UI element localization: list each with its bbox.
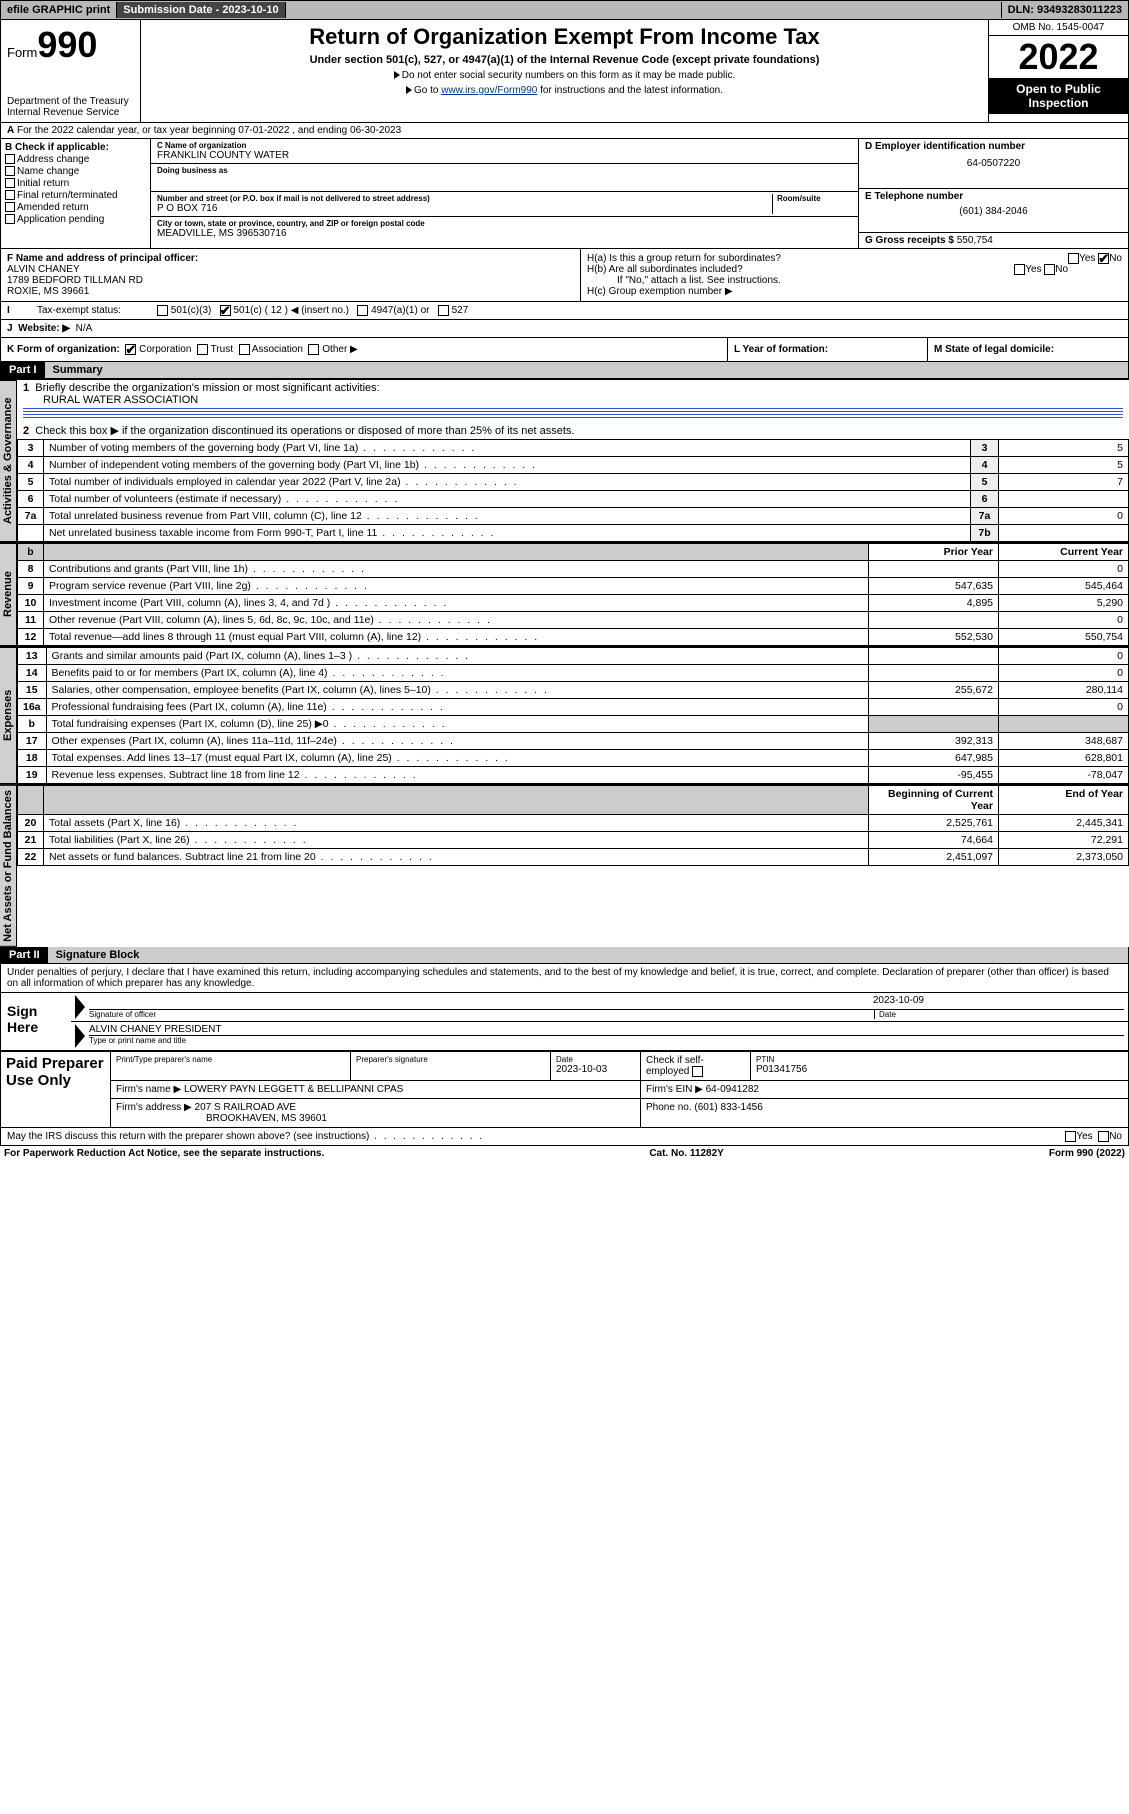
box-c: C Name of organization FRANKLIN COUNTY W… [151, 139, 858, 248]
tab-activities-governance: Activities & Governance [0, 380, 17, 542]
h-c: H(c) Group exemption number ▶ [587, 286, 1122, 297]
officer-printed-name: ALVIN CHANEY PRESIDENT [89, 1024, 1124, 1035]
ptin: P01341756 [756, 1064, 1123, 1075]
page-footer: For Paperwork Reduction Act Notice, see … [0, 1146, 1129, 1161]
tab-revenue: Revenue [0, 543, 17, 646]
corp-checked [125, 344, 136, 355]
h-a: H(a) Is this a group return for subordin… [587, 253, 1122, 264]
form-title: Return of Organization Exempt From Incom… [149, 24, 980, 50]
form-header: Form990 Department of the Treasury Inter… [0, 20, 1129, 123]
chk-final-return[interactable] [5, 190, 15, 200]
tab-net-assets: Net Assets or Fund Balances [0, 785, 17, 947]
preparer-phone: (601) 833-1456 [694, 1102, 762, 1113]
efile-label[interactable]: efile GRAPHIC print [1, 2, 117, 18]
sign-arrow-icon-2 [75, 1024, 85, 1048]
part2-header: Part II Signature Block [0, 947, 1129, 964]
boxes-d-e-g: D Employer identification number 64-0507… [858, 139, 1128, 248]
omb-number: OMB No. 1545-0047 [989, 20, 1128, 36]
irs-label: Internal Revenue Service [7, 107, 134, 118]
summary-section: Activities & Governance 1 Briefly descri… [0, 379, 1129, 542]
firm-name: LOWERY PAYN LEGGETT & BELLIPANNI CPAS [184, 1084, 403, 1095]
signature-block: Under penalties of perjury, I declare th… [0, 964, 1129, 1051]
form-subtitle: Under section 501(c), 527, or 4947(a)(1)… [149, 54, 980, 66]
ssn-warning: Do not enter social security numbers on … [149, 70, 980, 81]
ha-no-checked [1098, 253, 1109, 264]
sign-here-label: Sign Here [1, 993, 71, 1050]
sign-arrow-icon [75, 995, 85, 1019]
officer-name: ALVIN CHANEY [7, 264, 574, 275]
chk-amended[interactable] [5, 202, 15, 212]
firm-ein: 64-0941282 [706, 1084, 759, 1095]
open-to-public: Open to Public Inspection [989, 78, 1128, 114]
501c12-checked [220, 305, 231, 316]
dln: DLN: 93493283011223 [1001, 2, 1128, 18]
tab-expenses: Expenses [0, 647, 17, 784]
org-address: P O BOX 716 [157, 203, 772, 214]
org-city: MEADVILLE, MS 396530716 [157, 228, 852, 239]
submission-date: Submission Date - 2023-10-10 [117, 2, 285, 18]
top-bar: efile GRAPHIC print Submission Date - 20… [0, 0, 1129, 20]
part1-header: Part I Summary [0, 362, 1129, 379]
paid-preparer-table: Paid Preparer Use Only Print/Type prepar… [0, 1051, 1129, 1128]
box-b-checkboxes: B Check if applicable: Address change Na… [1, 139, 151, 248]
paid-preparer-label: Paid Preparer Use Only [1, 1052, 111, 1128]
chk-address-change[interactable] [5, 154, 15, 164]
expenses-table: 13Grants and similar amounts paid (Part … [17, 647, 1129, 784]
h-b: H(b) Are all subordinates included? Yes … [587, 264, 1122, 275]
row-f-h: F Name and address of principal officer:… [0, 249, 1129, 302]
revenue-table: bPrior YearCurrent Year 8Contributions a… [17, 543, 1129, 646]
chk-app-pending[interactable] [5, 214, 15, 224]
chk-initial-return[interactable] [5, 178, 15, 188]
chk-name-change[interactable] [5, 166, 15, 176]
org-name: FRANKLIN COUNTY WATER [157, 150, 852, 161]
form-number: Form990 [7, 24, 134, 66]
ein: 64-0507220 [865, 158, 1122, 169]
governance-table: 3Number of voting members of the governi… [17, 439, 1129, 542]
phone: (601) 384-2046 [865, 206, 1122, 217]
row-j-website: J Website: ▶ N/A [0, 320, 1129, 338]
dept-treasury: Department of the Treasury [7, 96, 134, 107]
mission-text: RURAL WATER ASSOCIATION [23, 394, 198, 406]
row-k-l-m: K Form of organization: Corporation Trus… [0, 338, 1129, 362]
instructions-link[interactable]: www.irs.gov/Form990 [441, 85, 537, 96]
row-a-tax-year: A For the 2022 calendar year, or tax yea… [0, 123, 1129, 139]
row-i-tax-exempt: I Tax-exempt status: 501(c)(3) 501(c) ( … [0, 302, 1129, 320]
org-info-grid: B Check if applicable: Address change Na… [0, 139, 1129, 249]
net-assets-table: Beginning of Current YearEnd of Year 20T… [17, 785, 1129, 866]
discuss-row: May the IRS discuss this return with the… [0, 1128, 1129, 1146]
perjury-declaration: Under penalties of perjury, I declare th… [1, 964, 1128, 993]
gross-receipts: 550,754 [957, 235, 993, 246]
instructions-link-row: Go to www.irs.gov/Form990 for instructio… [149, 85, 980, 96]
tax-year: 2022 [989, 36, 1128, 78]
